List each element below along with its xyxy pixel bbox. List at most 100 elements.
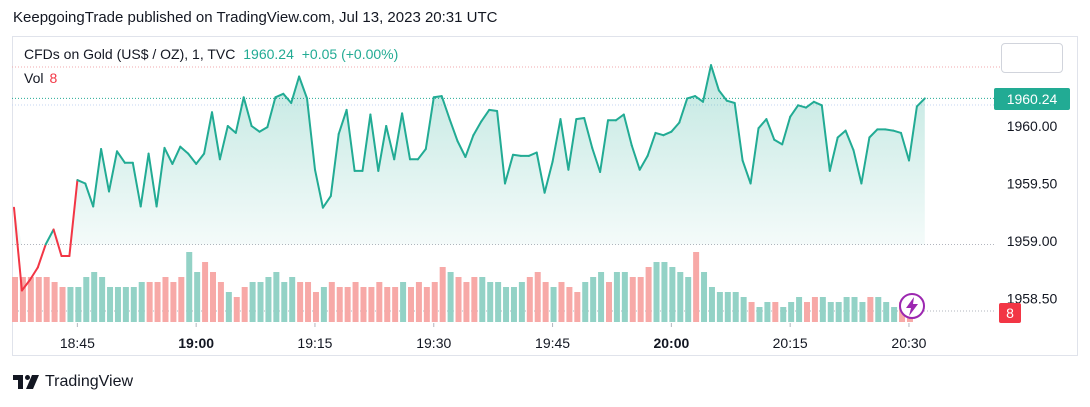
volume-bar xyxy=(629,277,636,322)
price-line-segment xyxy=(432,95,443,99)
volume-bar xyxy=(439,267,446,322)
volume-bar xyxy=(772,302,779,322)
volume-bar xyxy=(392,287,399,322)
price-line-segment xyxy=(84,182,95,208)
price-line-segment xyxy=(456,140,467,158)
volume-bar xyxy=(249,282,256,322)
volume-bar xyxy=(685,277,692,322)
volume-bar xyxy=(400,282,407,322)
price-line-segment xyxy=(13,206,23,292)
volume-bar xyxy=(463,282,470,322)
volume-bar xyxy=(19,277,26,322)
volume-bar xyxy=(748,302,755,322)
price-area xyxy=(14,65,925,245)
last-price-badge xyxy=(994,88,1070,110)
volume-bar xyxy=(336,287,343,322)
volume-bar xyxy=(83,277,90,322)
volume-bar xyxy=(764,302,771,322)
price-line-segment xyxy=(527,151,538,157)
price-line-segment xyxy=(678,97,689,124)
tradingview-logo[interactable]: TradingView xyxy=(13,373,133,391)
symbol-legend[interactable]: CFDs on Gold (US$ / OZ), 1, TVC 1960.24 … xyxy=(24,46,398,62)
volume-bar xyxy=(320,287,327,322)
volume-bar xyxy=(423,287,430,322)
volume-bar xyxy=(740,297,747,322)
price-line-segment xyxy=(662,130,673,137)
volume-bar xyxy=(35,277,42,322)
price-line-segment xyxy=(139,152,150,208)
volume-bar xyxy=(867,297,874,322)
volume-bar xyxy=(875,297,882,322)
price-line xyxy=(13,64,926,292)
volume-bar xyxy=(851,297,858,322)
price-line-segment xyxy=(812,100,823,107)
volume-bar xyxy=(360,287,367,322)
price-line-segment xyxy=(298,75,308,100)
volume-bar xyxy=(637,277,644,322)
price-line-segment xyxy=(290,75,301,104)
lightning-icon[interactable] xyxy=(899,293,925,319)
volume-bar xyxy=(645,267,652,322)
volume-label: Vol xyxy=(24,70,44,86)
price-line-segment xyxy=(543,160,554,194)
x-tick-label: 19:15 xyxy=(297,335,332,351)
volume-bar xyxy=(154,282,161,322)
price-line-segment xyxy=(282,92,293,104)
chart-settings-button[interactable] xyxy=(1001,43,1063,73)
volume-bar xyxy=(43,277,50,322)
volume-bar xyxy=(122,287,129,322)
volume-bar xyxy=(788,302,795,322)
volume-bar xyxy=(114,287,121,322)
price-line-segment xyxy=(591,146,602,173)
volume-bar xyxy=(510,287,517,322)
price-line-segment xyxy=(179,145,190,155)
volume-bar xyxy=(368,287,375,322)
volume-bar xyxy=(526,277,533,322)
volume-bar xyxy=(606,282,612,322)
volume-bar xyxy=(210,272,216,322)
price-line-segment xyxy=(686,95,697,100)
price-line-segment xyxy=(670,121,681,133)
price-line-segment xyxy=(773,138,784,146)
volume-badge-label: 8 xyxy=(1006,305,1014,321)
price-line-segment xyxy=(464,134,475,158)
volume-bar xyxy=(217,282,224,322)
price-line-segment xyxy=(385,125,396,161)
volume-bar xyxy=(479,277,486,322)
y-tick-label: 1959.00 xyxy=(1007,233,1058,249)
price-line-segment xyxy=(741,159,752,185)
volume-bar xyxy=(708,287,715,322)
price-line-segment xyxy=(258,126,269,133)
price-line-segment xyxy=(242,96,253,127)
price-line-segment xyxy=(218,125,229,161)
price-line-segment xyxy=(646,131,657,157)
volume-bar xyxy=(811,297,818,322)
volume-bar xyxy=(471,277,478,322)
y-tick-label: 1959.50 xyxy=(1007,176,1058,192)
price-line-segment xyxy=(512,153,522,157)
volume-legend[interactable]: Vol 8 xyxy=(24,70,57,86)
volume-badge xyxy=(999,303,1021,323)
price-axis[interactable]: 1958.50 1959.00 1959.50 1960.00 xyxy=(1007,118,1058,307)
volume-bar xyxy=(534,272,541,322)
volume-value: 8 xyxy=(49,70,58,86)
x-tick-label: 18:45 xyxy=(60,335,95,351)
volume-bar xyxy=(653,262,660,322)
x-tick-label: 19:00 xyxy=(178,335,214,351)
time-axis[interactable]: 18:45 19:00 19:15 19:30 19:45 20:00 20:15 20:30 xyxy=(60,323,927,351)
volume-bar xyxy=(75,287,82,322)
price-line-segment xyxy=(725,99,736,104)
volume-bar xyxy=(701,272,708,322)
volume-bar xyxy=(51,282,58,322)
x-tick-label: 20:00 xyxy=(653,335,689,351)
volume-bar xyxy=(170,282,177,322)
price-line-segment xyxy=(781,115,792,146)
volume-bar xyxy=(796,297,803,322)
price-line-segment xyxy=(147,152,158,208)
volume-bar xyxy=(328,282,335,322)
price-line-segment xyxy=(892,129,902,134)
volume-bar xyxy=(344,287,351,322)
price-line-segment xyxy=(306,97,316,171)
price-line-segment xyxy=(321,195,332,209)
